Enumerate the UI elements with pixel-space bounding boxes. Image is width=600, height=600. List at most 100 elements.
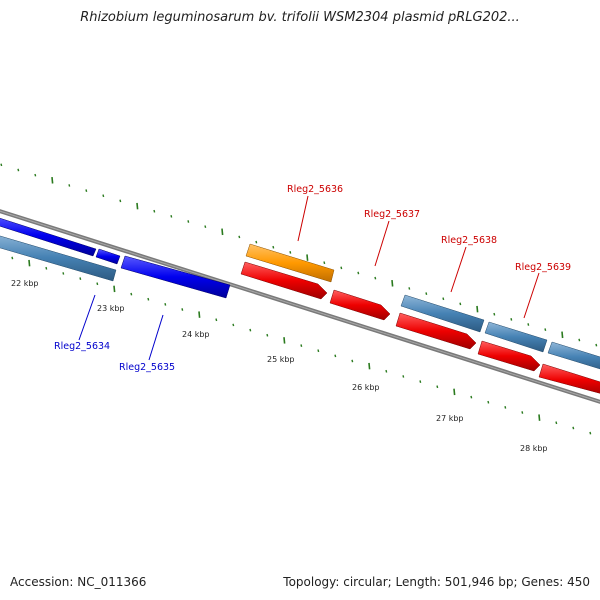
map-title: Rhizobium leguminosarum bv. trifolii WSM… xyxy=(80,10,520,25)
minor-tick xyxy=(425,292,428,295)
minor-tick xyxy=(266,333,269,337)
major-tick xyxy=(561,331,564,339)
minor-tick xyxy=(62,272,65,275)
minor-tick xyxy=(215,318,218,322)
minor-tick xyxy=(589,431,592,435)
gene-steelblue-left[interactable] xyxy=(0,233,117,282)
major-tick xyxy=(136,202,139,210)
gene-label-rleg2-5635[interactable]: Rleg2_5635 xyxy=(119,362,175,373)
gene-blue-a[interactable] xyxy=(0,215,97,257)
gene-red-right[interactable] xyxy=(538,363,600,396)
minor-tick xyxy=(408,287,411,290)
minor-tick xyxy=(153,209,156,213)
kbp-labels: 22 kbp 23 kbp 24 kbp 25 kbp 26 kbp 27 kb… xyxy=(11,279,548,453)
kbp-label: 27 kbp xyxy=(436,414,464,423)
major-tick xyxy=(28,259,31,267)
gene-blue-5635[interactable] xyxy=(120,255,231,299)
gene-label-rleg2-5636[interactable]: Rleg2_5636 xyxy=(287,184,343,195)
inner-tick-marks xyxy=(11,256,592,435)
kbp-label: 22 kbp xyxy=(11,279,39,288)
major-tick xyxy=(538,414,541,421)
minor-tick xyxy=(289,251,292,254)
minor-tick xyxy=(204,225,207,228)
major-tick xyxy=(221,228,224,236)
minor-tick xyxy=(385,369,388,373)
minor-tick xyxy=(255,240,258,244)
major-tick xyxy=(368,362,371,370)
gene-blue-b[interactable] xyxy=(95,248,121,265)
topology-text: Topology: circular; Length: 501,946 bp; … xyxy=(283,575,590,589)
minor-tick xyxy=(504,406,507,409)
minor-tick xyxy=(544,328,547,331)
minor-tick xyxy=(487,400,490,404)
kbp-label: 24 kbp xyxy=(182,330,210,339)
minor-tick xyxy=(79,277,82,280)
minor-tick xyxy=(85,189,88,192)
gene-label-rleg2-5637[interactable]: Rleg2_5637 xyxy=(364,209,420,220)
gene-label-rleg2-5634[interactable]: Rleg2_5634 xyxy=(54,341,110,352)
minor-tick xyxy=(323,261,326,265)
gene-red-5636b[interactable] xyxy=(240,261,328,300)
gene-steelblue-c[interactable] xyxy=(547,341,600,372)
minor-tick xyxy=(170,215,173,218)
minor-tick xyxy=(442,297,445,301)
minor-tick xyxy=(164,303,167,306)
accession-text: Accession: NC_011366 xyxy=(10,575,147,589)
minor-tick xyxy=(181,308,184,311)
minor-tick xyxy=(578,338,581,342)
minor-tick xyxy=(300,344,303,347)
minor-tick xyxy=(130,292,133,296)
gene-steelblue-b[interactable] xyxy=(484,321,548,353)
kbp-label: 25 kbp xyxy=(267,355,295,364)
gene-orange-5636[interactable] xyxy=(245,243,335,283)
minor-tick xyxy=(459,302,462,306)
minor-tick xyxy=(419,380,422,383)
major-tick xyxy=(306,254,309,261)
minor-tick xyxy=(96,282,99,286)
minor-tick xyxy=(521,411,524,414)
gene-labels: Rleg2_5634 Rleg2_5635 Rleg2_5636 Rleg2_5… xyxy=(54,184,571,373)
minor-tick xyxy=(402,375,405,378)
major-tick xyxy=(453,388,456,396)
minor-tick xyxy=(334,354,337,358)
minor-tick xyxy=(0,163,3,167)
minor-tick xyxy=(34,173,37,177)
major-tick xyxy=(113,285,116,293)
minor-tick xyxy=(119,199,122,203)
minor-tick xyxy=(527,323,530,326)
gene-steelblue-a[interactable] xyxy=(400,294,485,333)
label-leader-lines xyxy=(78,195,540,361)
kbp-label: 28 kbp xyxy=(520,444,548,453)
minor-tick xyxy=(272,245,275,249)
gene-red-5639[interactable] xyxy=(477,340,541,372)
minor-tick xyxy=(68,184,71,187)
gene-label-rleg2-5638[interactable]: Rleg2_5638 xyxy=(441,235,497,246)
gene-label-rleg2-5639[interactable]: Rleg2_5639 xyxy=(515,262,571,273)
minor-tick xyxy=(45,266,48,270)
gene-red-5638[interactable] xyxy=(395,312,477,350)
minor-tick xyxy=(232,323,235,327)
kbp-label: 23 kbp xyxy=(97,304,125,313)
minor-tick xyxy=(555,421,558,425)
minor-tick xyxy=(187,220,190,223)
minor-tick xyxy=(147,297,150,301)
outer-tick-marks xyxy=(0,163,598,347)
kbp-label: 26 kbp xyxy=(352,383,380,392)
minor-tick xyxy=(436,385,439,389)
major-tick xyxy=(51,177,54,184)
minor-tick xyxy=(17,168,20,172)
minor-tick xyxy=(11,256,14,260)
gene-red-5637[interactable] xyxy=(329,289,391,321)
minor-tick xyxy=(238,235,241,239)
minor-tick xyxy=(470,395,473,399)
minor-tick xyxy=(510,318,513,321)
minor-tick xyxy=(102,194,105,198)
major-tick xyxy=(476,305,479,313)
major-tick xyxy=(283,337,286,344)
major-tick xyxy=(391,280,394,287)
minor-tick xyxy=(340,266,343,270)
major-tick xyxy=(198,311,201,318)
minor-tick xyxy=(572,426,575,430)
minor-tick xyxy=(595,343,598,347)
